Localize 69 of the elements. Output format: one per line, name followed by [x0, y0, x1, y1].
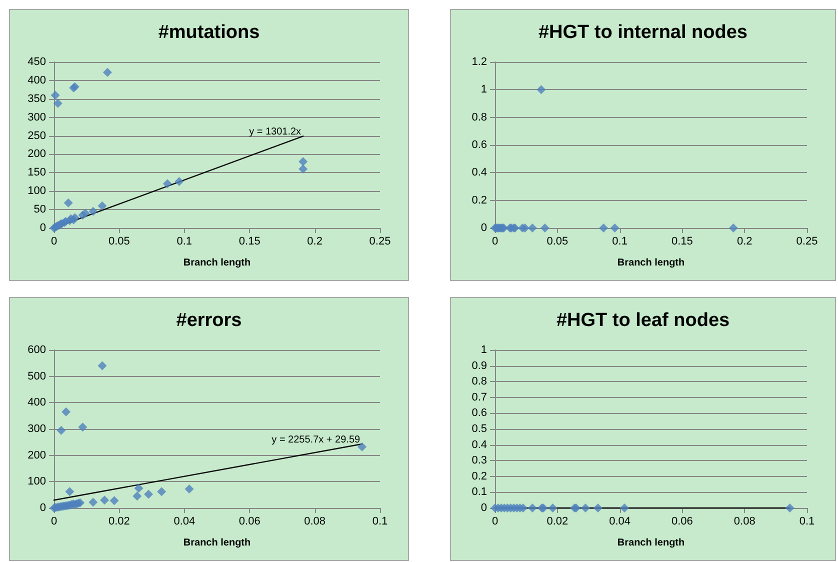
x-tick-label: 0.06 [238, 516, 260, 528]
y-tick-label: 350 [28, 92, 46, 105]
x-axis-title: Branch length [183, 538, 251, 548]
y-tick-label: 0.3 [472, 454, 487, 467]
x-tick-label: 0 [492, 236, 498, 248]
y-tick-label: 300 [28, 111, 46, 124]
x-tick-label: 0.15 [238, 236, 260, 248]
y-tick-label: 400 [28, 396, 46, 409]
y-tick-label: 50 [34, 204, 46, 216]
y-tick-label: 250 [28, 130, 46, 142]
x-tick-label: 0.05 [108, 236, 130, 248]
x-axis-title: Branch length [183, 258, 251, 268]
y-tick-label: 0.2 [472, 470, 487, 482]
x-tick-label: 0.02 [108, 516, 130, 528]
x-tick-label: 0.15 [671, 236, 693, 248]
x-axis-title: Branch length [617, 538, 685, 548]
y-tick-label: 0.4 [472, 166, 487, 179]
y-tick-label: 0 [480, 222, 487, 234]
y-tick-label: 0.4 [472, 438, 487, 451]
y-tick-label: 0 [40, 502, 46, 514]
chart-title: #errors [176, 310, 242, 331]
x-tick-label: 0.1 [372, 516, 388, 528]
x-axis-title: Branch length [617, 258, 685, 268]
y-tick-label: 200 [28, 449, 46, 462]
x-tick-label: 0.04 [174, 516, 196, 528]
x-tick-label: 0 [492, 516, 498, 528]
y-tick-label: 0.7 [472, 391, 487, 404]
x-tick-label: 0.25 [796, 236, 818, 248]
x-tick-label: 0.08 [304, 516, 326, 528]
y-tick-label: 0.2 [472, 194, 487, 206]
y-tick-label: 400 [28, 74, 46, 86]
y-tick-label: 300 [28, 423, 46, 435]
y-tick-label: 0.8 [472, 376, 487, 388]
y-tick-label: 100 [28, 476, 46, 488]
y-tick-label: 0.6 [472, 139, 487, 151]
y-tick-label: 500 [28, 370, 46, 382]
y-tick-label: 1 [480, 84, 487, 96]
y-tick-label: 0.1 [472, 486, 487, 498]
y-tick-label: 0 [480, 502, 487, 514]
y-tick-label: 0 [40, 222, 46, 234]
chart-title: #HGT to leaf nodes [556, 310, 730, 331]
y-tick-label: 600 [28, 344, 46, 356]
y-tick-label: 450 [28, 56, 46, 68]
y-tick-label: 200 [28, 148, 46, 160]
y-tick-label: 1.2 [472, 56, 487, 68]
y-tick-label: 0.6 [472, 407, 487, 420]
x-tick-label: 0 [50, 236, 58, 248]
y-tick-label: 1 [480, 344, 487, 356]
x-tick-label: 0.25 [369, 236, 391, 248]
y-tick-label: 0.8 [472, 111, 487, 124]
annotation: y = 1301.2x [249, 126, 302, 138]
x-tick-label: 0.2 [736, 236, 752, 248]
y-tick-label: 100 [28, 185, 46, 198]
x-tick-label: 0.08 [734, 516, 756, 528]
x-tick-label: 0.2 [307, 236, 322, 248]
x-tick-label: 0.1 [799, 516, 815, 528]
y-tick-label: 150 [28, 166, 46, 179]
x-tick-label: 0.04 [609, 516, 631, 528]
y-tick-label: 0.5 [472, 423, 487, 435]
x-tick-label: 0.06 [671, 516, 693, 528]
x-tick-label: 0.02 [546, 516, 568, 528]
annotation: y = 2255.7x + 29.59 [272, 434, 361, 446]
x-tick-label: 0.1 [176, 236, 192, 248]
chart-title: #mutations [158, 22, 260, 43]
y-tick-label: 0.9 [472, 360, 487, 372]
chart-title: #HGT to internal nodes [538, 22, 748, 43]
x-tick-label: 0 [50, 516, 58, 528]
x-tick-label: 0.1 [612, 236, 628, 248]
x-tick-label: 0.05 [546, 236, 568, 248]
